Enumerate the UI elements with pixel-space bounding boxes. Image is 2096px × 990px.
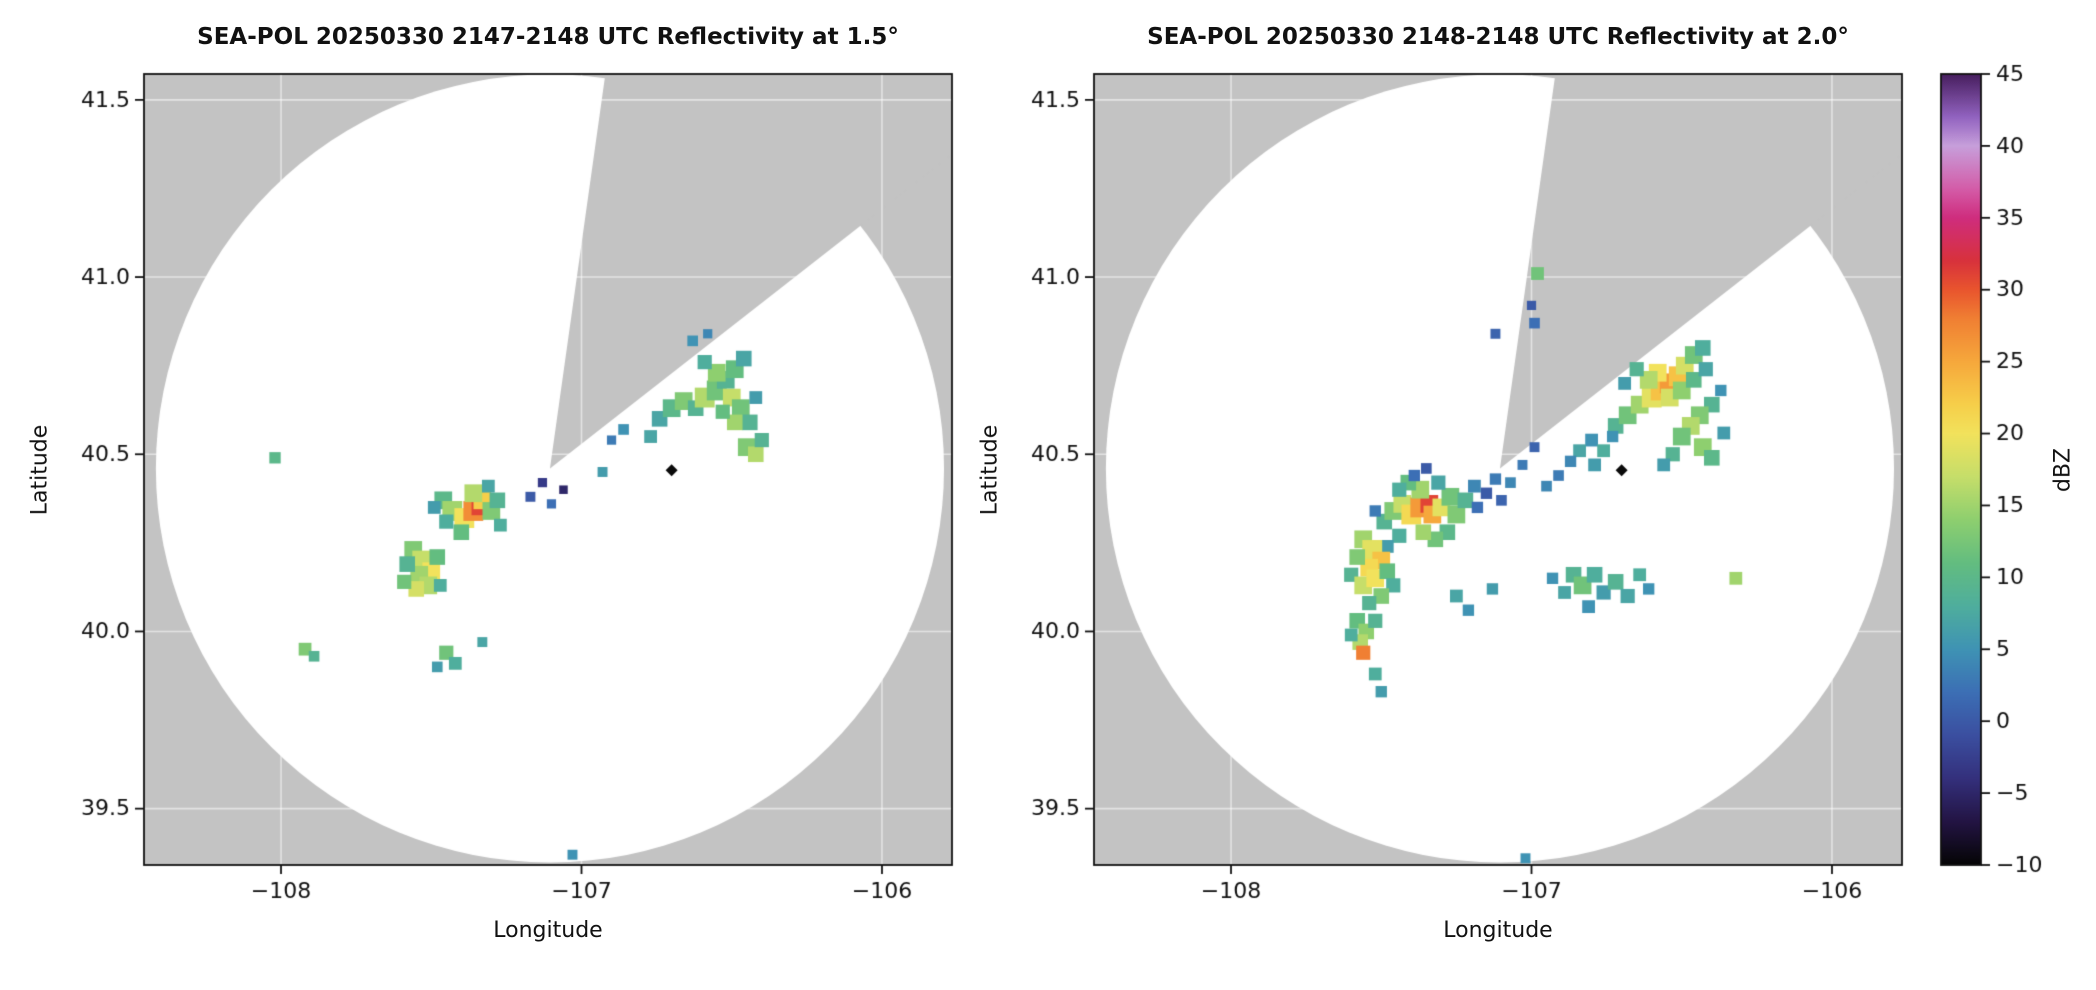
x-axis-label-left: Longitude	[493, 918, 603, 943]
y-axis-label-right: Latitude	[977, 424, 1003, 516]
panel-title-left: SEA-POL 20250330 2147-2148 UTC Reflectiv…	[197, 24, 899, 50]
colorbar-label: dBZ	[2050, 447, 2076, 493]
y-axis-label-left: Latitude	[27, 424, 53, 516]
panel-title-right: SEA-POL 20250330 2148-2148 UTC Reflectiv…	[1147, 24, 1849, 50]
x-axis-label-right: Longitude	[1443, 918, 1553, 943]
